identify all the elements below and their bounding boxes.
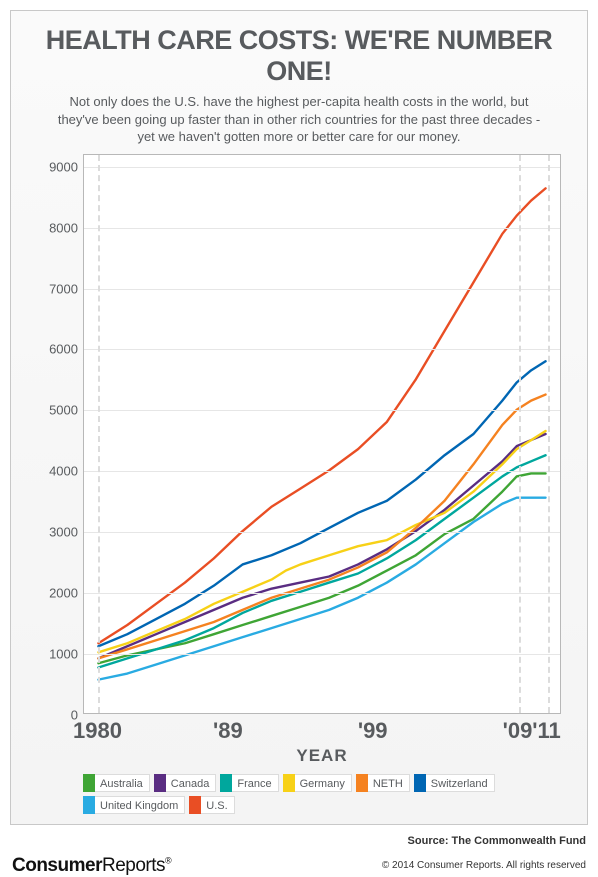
card: HEALTH CARE COSTS: WE'RE NUMBER ONE! Not… <box>10 10 588 825</box>
series-line <box>98 361 545 646</box>
y-tick-label: 3000 <box>49 525 84 540</box>
x-tick-label: 1980 <box>73 718 122 744</box>
y-tick-label: 6000 <box>49 342 84 357</box>
brand-bold: Consumer <box>12 855 102 876</box>
gridline <box>84 593 560 594</box>
x-axis-label: YEAR <box>83 746 561 766</box>
legend-swatch <box>220 774 232 792</box>
gridline <box>84 228 560 229</box>
y-tick-label: 5000 <box>49 403 84 418</box>
x-ticks: 1980'89'99'09'11 <box>83 714 561 748</box>
series-line <box>98 431 545 652</box>
x-tick-label: '09 <box>503 718 533 744</box>
legend-item: United Kingdom <box>83 796 185 814</box>
legend: Australia Canada France Germany NETH Switzerl… <box>83 774 561 814</box>
y-tick-label: 7000 <box>49 281 84 296</box>
legend-item: NETH <box>356 774 410 792</box>
legend-swatch <box>83 796 95 814</box>
legend-swatch <box>189 796 201 814</box>
legend-label: Switzerland <box>426 774 495 792</box>
y-tick-label: 8000 <box>49 220 84 235</box>
y-tick-label: 4000 <box>49 464 84 479</box>
plot-area: 0100020003000400050006000700080009000 <box>83 154 561 714</box>
y-tick-label: 1000 <box>49 646 84 661</box>
x-tick-label: '11 <box>532 718 561 744</box>
gridline <box>84 349 560 350</box>
series-line <box>98 188 545 643</box>
legend-label: France <box>232 774 278 792</box>
series-line <box>98 434 545 658</box>
gridline <box>84 167 560 168</box>
reference-line <box>548 155 550 713</box>
reference-line <box>98 155 100 713</box>
registered-mark: ® <box>165 855 171 865</box>
line-series-svg <box>84 155 560 713</box>
brand-logo: ConsumerReports® <box>12 855 171 877</box>
reference-line <box>519 155 521 713</box>
page-title: HEALTH CARE COSTS: WE'RE NUMBER ONE! <box>25 25 573 87</box>
legend-item: Canada <box>154 774 217 792</box>
legend-label: U.S. <box>201 796 234 814</box>
legend-label: Australia <box>95 774 150 792</box>
gridline <box>84 471 560 472</box>
legend-item: Australia <box>83 774 150 792</box>
legend-swatch <box>283 774 295 792</box>
legend-label: NETH <box>368 774 410 792</box>
footer: ConsumerReports® © 2014 Consumer Reports… <box>12 855 586 877</box>
y-tick-label: 2000 <box>49 585 84 600</box>
gridline <box>84 289 560 290</box>
legend-swatch <box>83 774 95 792</box>
legend-swatch <box>414 774 426 792</box>
series-line <box>98 473 545 663</box>
legend-swatch <box>356 774 368 792</box>
series-line <box>98 497 545 679</box>
brand-light: Reports <box>102 855 165 876</box>
legend-item: Switzerland <box>414 774 495 792</box>
x-tick-label: '99 <box>358 718 388 744</box>
copyright: © 2014 Consumer Reports. All rights rese… <box>382 860 586 871</box>
legend-label: Canada <box>166 774 217 792</box>
series-line <box>98 394 545 658</box>
legend-item: U.S. <box>189 796 234 814</box>
legend-item: France <box>220 774 278 792</box>
x-tick-label: '89 <box>213 718 243 744</box>
source-attribution: Source: The Commonwealth Fund <box>0 835 586 847</box>
legend-swatch <box>154 774 166 792</box>
legend-label: Germany <box>295 774 352 792</box>
y-tick-label: 9000 <box>49 159 84 174</box>
gridline <box>84 532 560 533</box>
subtitle: Not only does the U.S. have the highest … <box>49 93 549 146</box>
chart: PER CAPITA COSTS, U.S. DOLLARS 010002000… <box>25 154 573 814</box>
gridline <box>84 654 560 655</box>
gridline <box>84 410 560 411</box>
legend-label: United Kingdom <box>95 796 185 814</box>
legend-item: Germany <box>283 774 352 792</box>
